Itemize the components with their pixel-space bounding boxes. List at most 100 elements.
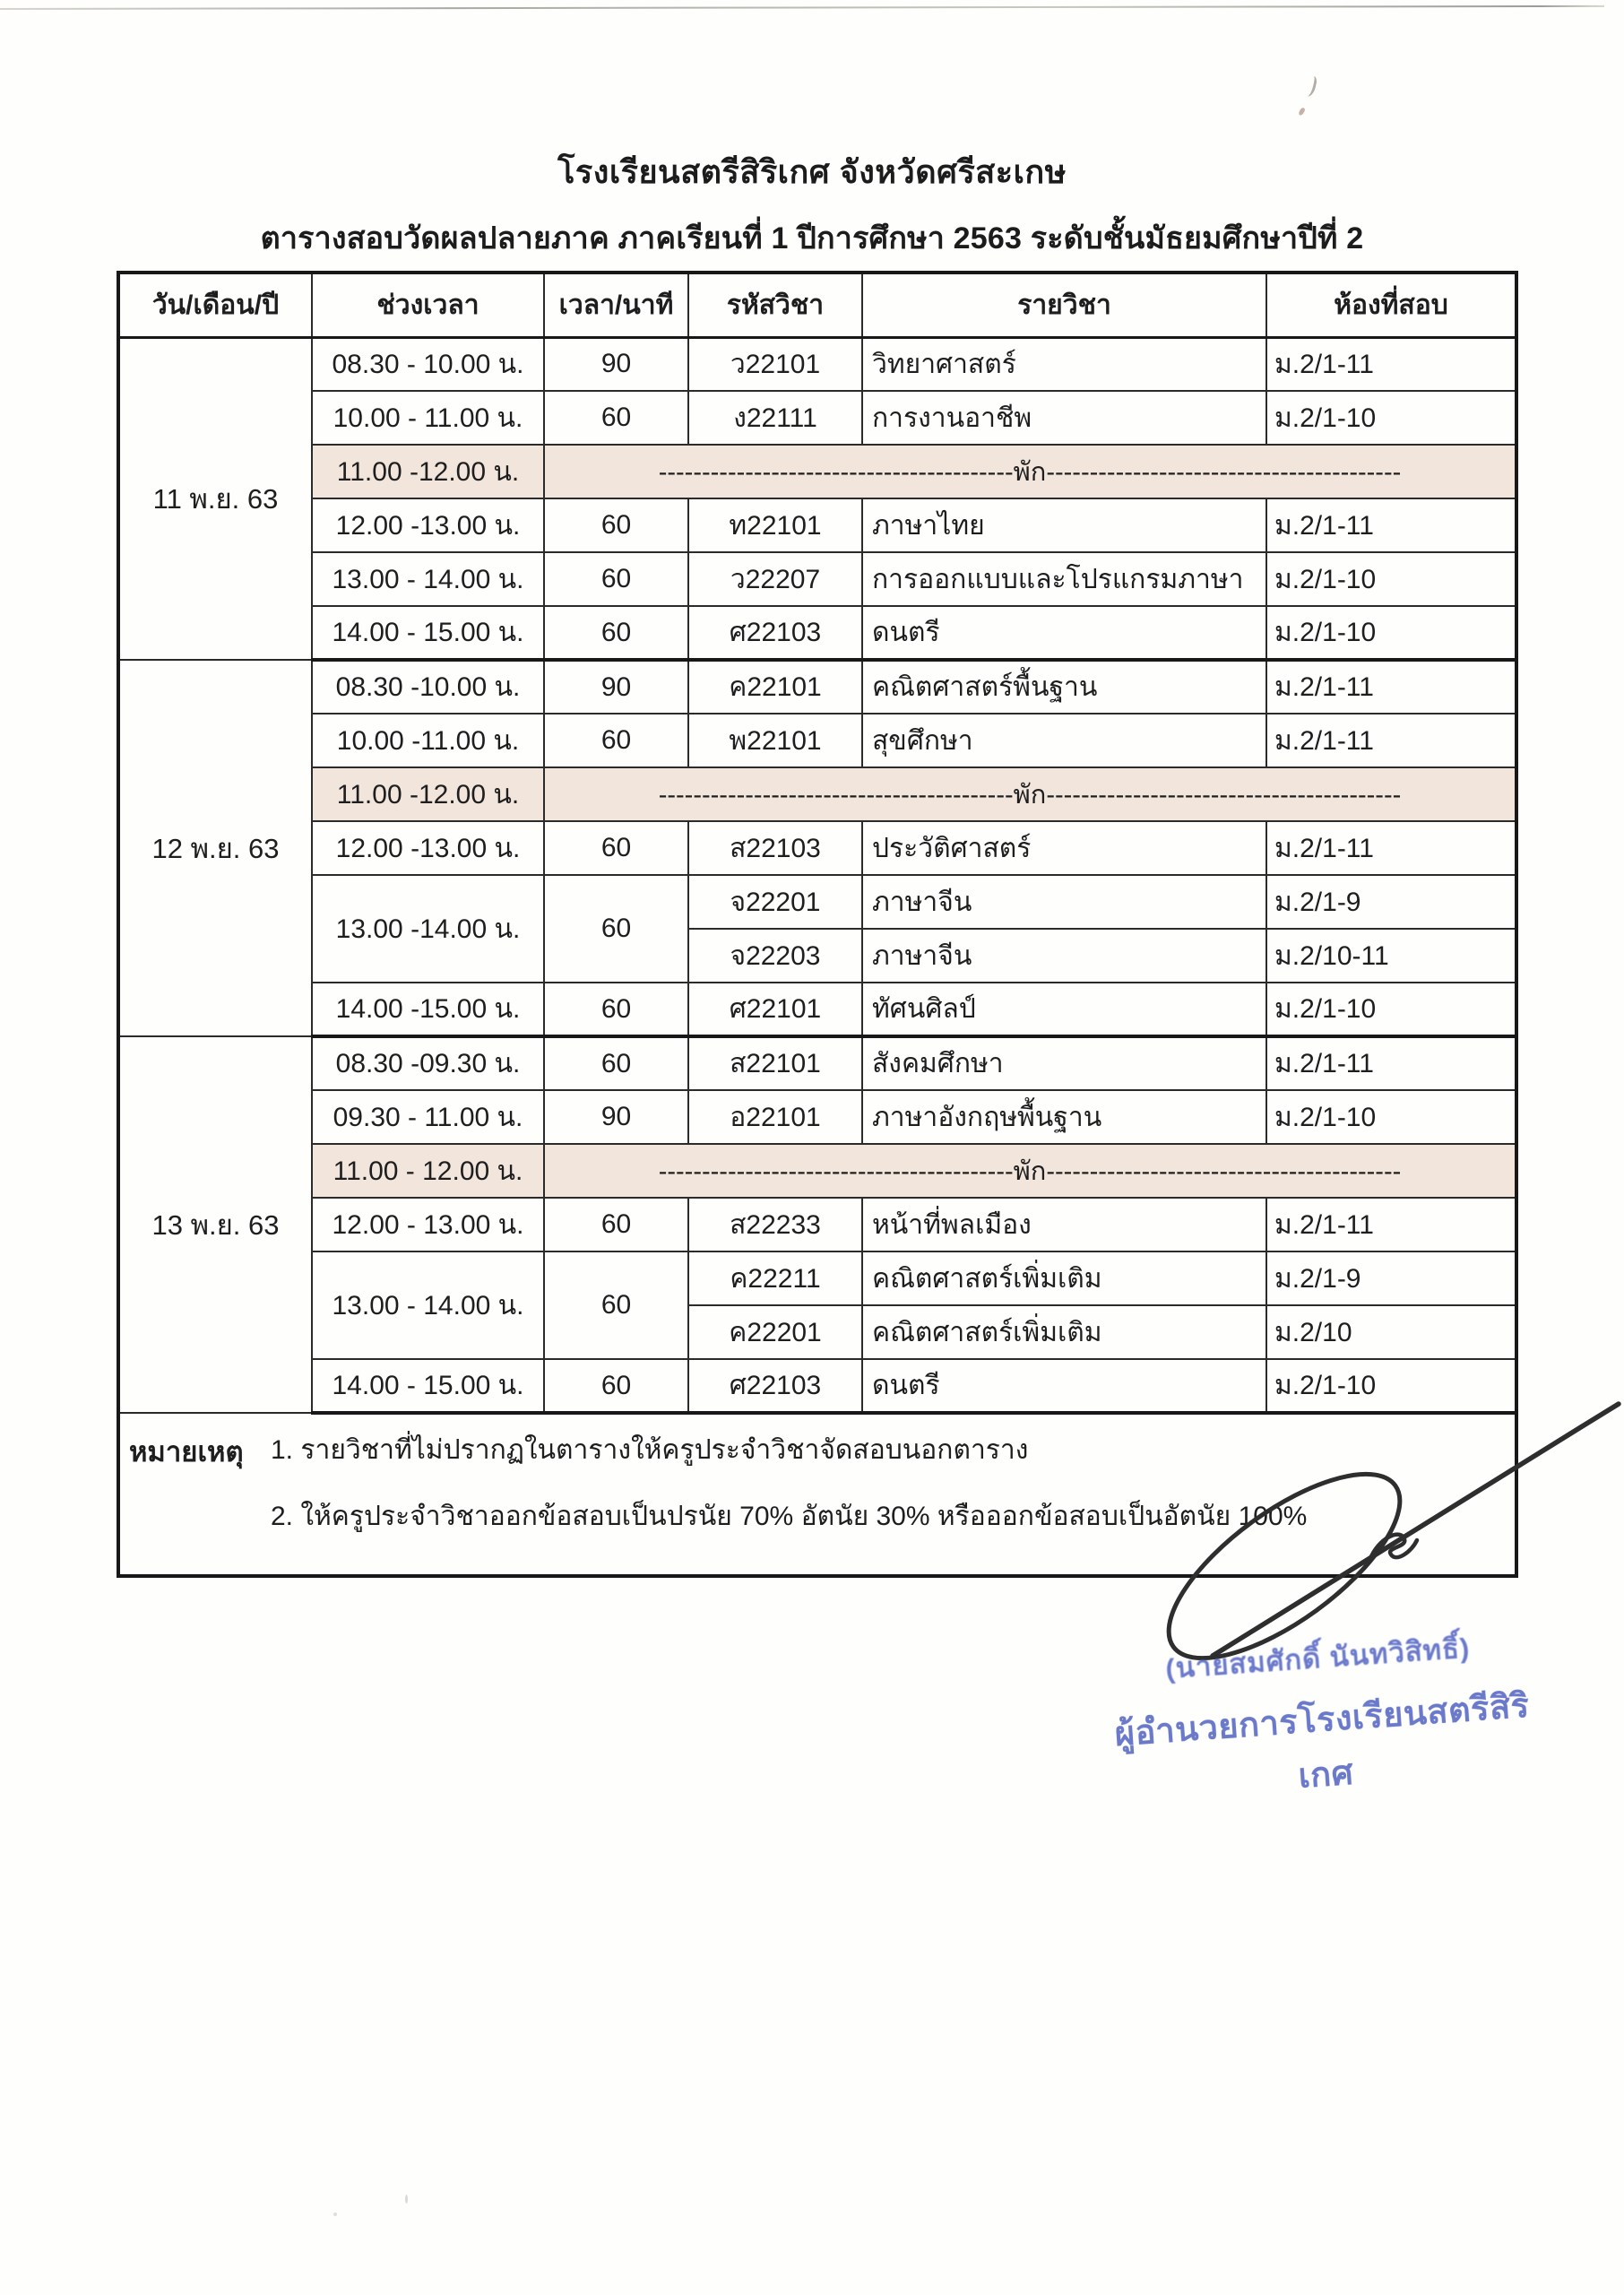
period-cell: 14.00 -15.00 น.	[311, 982, 545, 1038]
period-cell: 10.00 - 11.00 น.	[311, 390, 545, 446]
period-cell: 12.00 -13.00 น.	[311, 820, 545, 876]
period-cell: 11.00 - 12.00 น.	[311, 1143, 545, 1199]
scan-speck	[405, 2195, 408, 2204]
notes-row: หมายเหตุ 1. รายวิชาที่ไม่ปรากฏในตารางให้…	[117, 1412, 1517, 1577]
col-header-room: ห้องที่สอบ	[1266, 272, 1517, 339]
subject-code-cell: ศ22103	[687, 605, 863, 662]
note-item: 1. รายวิชาที่ไม่ปรากฏในตารางให้ครูประจำว…	[271, 1435, 1029, 1465]
table-row: 13.00 -14.00 น. 60 จ22201 ภาษาจีน ม.2/1-…	[118, 874, 1517, 983]
period-cell: 09.30 - 11.00 น.	[311, 1089, 545, 1145]
date-cell: 13 พ.ย. 63	[117, 1035, 313, 1414]
subject-cell: สุขศึกษา	[861, 713, 1267, 768]
table-row: 10.00 - 11.00 น. 60 ง22111 การงานอาชีพ ม…	[118, 390, 1517, 446]
period-cell: 12.00 -13.00 น.	[311, 498, 545, 553]
exam-schedule-subtitle: ตารางสอบวัดผลปลายภาค ภาคเรียนที่ 1 ปีการ…	[260, 221, 1364, 255]
subject-code-cell: ศ22103	[687, 1358, 863, 1415]
minutes-cell: 60	[543, 713, 689, 768]
table-row: 13.00 - 14.00 น. 60 ว22207 การออกแบบและโ…	[118, 551, 1517, 607]
period-cell: 14.00 - 15.00 น.	[311, 605, 545, 662]
minutes-cell: 60	[543, 605, 689, 662]
table-row: ค22201 คณิตศาสตร์เพิ่มเติม ม.2/10	[118, 1304, 1517, 1360]
date-cell: 12 พ.ย. 63	[117, 659, 313, 1037]
room-cell: ม.2/10-11	[1266, 928, 1517, 983]
room-cell: ม.2/1-10	[1266, 551, 1517, 607]
subject-code-cell: จ22201	[687, 874, 863, 930]
room-cell: ม.2/1-11	[1266, 1197, 1517, 1252]
room-cell: ม.2/1-11	[1266, 820, 1517, 876]
room-cell: ม.2/1-9	[1266, 874, 1517, 930]
subject-cell: สังคมศึกษา	[861, 1035, 1267, 1091]
stamp-director-position: ผู้อำนวยการโรงเรียนสตรีสิริเกศ	[1113, 1686, 1531, 1796]
subject-code-cell: จ22203	[687, 928, 863, 983]
period-cell: 08.30 -10.00 น.	[311, 659, 545, 714]
subject-cell: วิทยาศาสตร์	[861, 336, 1267, 392]
subject-cell: การงานอาชีพ	[861, 390, 1267, 446]
notes-label: หมายเหตุ	[129, 1436, 244, 1468]
col-header-code: รหัสวิชา	[687, 272, 863, 339]
subject-cell: ประวัติศาสตร์	[861, 820, 1267, 876]
period-cell: 13.00 - 14.00 น.	[311, 1251, 545, 1360]
subject-code-cell: ท22101	[687, 498, 863, 553]
col-header-period: ช่วงเวลา	[311, 272, 545, 339]
school-name-title: โรงเรียนสตรีสิริเกศ จังหวัดศรีสะเกษ	[557, 153, 1067, 190]
break-row: 11.00 -12.00 น. ------------------------…	[118, 766, 1517, 822]
table-row: 13 พ.ย. 63 08.30 -09.30 น. 60 ส22101 สัง…	[117, 1035, 1517, 1414]
room-cell: ม.2/1-11	[1266, 498, 1517, 553]
table-row: 10.00 -11.00 น. 60 พ22101 สุขศึกษา ม.2/1…	[118, 713, 1517, 768]
subject-cell: ภาษาจีน	[861, 874, 1267, 930]
subject-code-cell: ส22101	[687, 1035, 863, 1091]
subject-cell: คณิตศาสตร์พื้นฐาน	[861, 659, 1267, 714]
subject-cell: คณิตศาสตร์เพิ่มเติม	[861, 1251, 1267, 1306]
room-cell: ม.2/1-11	[1266, 1035, 1517, 1091]
subject-code-cell: ค22211	[687, 1251, 863, 1306]
subject-cell: หน้าที่พลเมือง	[861, 1197, 1267, 1252]
period-cell: 14.00 - 15.00 น.	[311, 1358, 545, 1415]
subject-cell: ดนตรี	[861, 605, 1267, 662]
room-cell: ม.2/1-11	[1266, 659, 1517, 714]
notes-cell: หมายเหตุ 1. รายวิชาที่ไม่ปรากฏในตารางให้…	[117, 1412, 1517, 1577]
col-header-date: วัน/เดือน/ปี	[117, 272, 313, 339]
minutes-cell: 60	[543, 551, 689, 607]
subject-cell: ภาษาไทย	[861, 498, 1267, 553]
exam-schedule-table: วัน/เดือน/ปี ช่วงเวลา เวลา/นาที รหัสวิชา…	[117, 271, 1518, 1578]
period-cell: 08.30 -09.30 น.	[311, 1035, 545, 1091]
date-cell: 11 พ.ย. 63	[117, 336, 313, 661]
subject-cell: ภาษาจีน	[861, 928, 1267, 983]
subject-code-cell: พ22101	[687, 713, 863, 768]
subject-code-cell: ศ22101	[687, 982, 863, 1038]
table-row: 12 พ.ย. 63 08.30 -10.00 น. 90 ค22101 คณิ…	[117, 659, 1517, 1037]
director-stamp: (นายสมศักดิ์ นันทวิสิทธิ์) ผู้อำนวยการโร…	[1106, 1621, 1538, 1815]
minutes-cell: 60	[543, 1251, 689, 1360]
table-row: 14.00 -15.00 น. 60 ศ22101 ทัศนศิลป์ ม.2/…	[118, 982, 1517, 1038]
table-row: 12.00 -13.00 น. 60 ท22101 ภาษาไทย ม.2/1-…	[118, 498, 1517, 553]
subject-code-cell: ง22111	[687, 390, 863, 446]
period-cell: 08.30 - 10.00 น.	[311, 336, 545, 392]
period-cell: 12.00 - 13.00 น.	[311, 1197, 545, 1252]
table-header-row: วัน/เดือน/ปี ช่วงเวลา เวลา/นาที รหัสวิชา…	[117, 272, 1517, 339]
table-row: 12.00 - 13.00 น. 60 ส22233 หน้าที่พลเมือ…	[118, 1197, 1517, 1252]
break-line-cell: ----------------------------------------…	[543, 766, 1517, 822]
break-row: 11.00 - 12.00 น. -----------------------…	[118, 1143, 1517, 1199]
room-cell: ม.2/1-11	[1266, 336, 1517, 392]
room-cell: ม.2/1-10	[1266, 982, 1517, 1038]
period-cell: 13.00 -14.00 น.	[311, 874, 545, 983]
minutes-cell: 60	[543, 982, 689, 1038]
room-cell: ม.2/1-9	[1266, 1251, 1517, 1306]
minutes-cell: 60	[543, 1197, 689, 1252]
room-cell: ม.2/1-10	[1266, 390, 1517, 446]
minutes-cell: 60	[543, 1358, 689, 1415]
table-row: จ22203 ภาษาจีน ม.2/10-11	[118, 928, 1517, 983]
col-header-subject: รายวิชา	[861, 272, 1267, 339]
room-cell: ม.2/10	[1266, 1304, 1517, 1360]
break-line-cell: ----------------------------------------…	[543, 1143, 1517, 1199]
subject-cell: ดนตรี	[861, 1358, 1267, 1415]
period-cell: 13.00 - 14.00 น.	[311, 551, 545, 607]
period-cell: 10.00 -11.00 น.	[311, 713, 545, 768]
room-cell: ม.2/1-10	[1266, 605, 1517, 662]
subject-cell: ภาษาอังกฤษพื้นฐาน	[861, 1089, 1267, 1145]
room-cell: ม.2/1-11	[1266, 713, 1517, 768]
minutes-cell: 60	[543, 498, 689, 553]
subject-code-cell: ส22233	[687, 1197, 863, 1252]
period-cell: 11.00 -12.00 น.	[311, 766, 545, 822]
table-row: 09.30 - 11.00 น. 90 อ22101 ภาษาอังกฤษพื้…	[118, 1089, 1517, 1145]
